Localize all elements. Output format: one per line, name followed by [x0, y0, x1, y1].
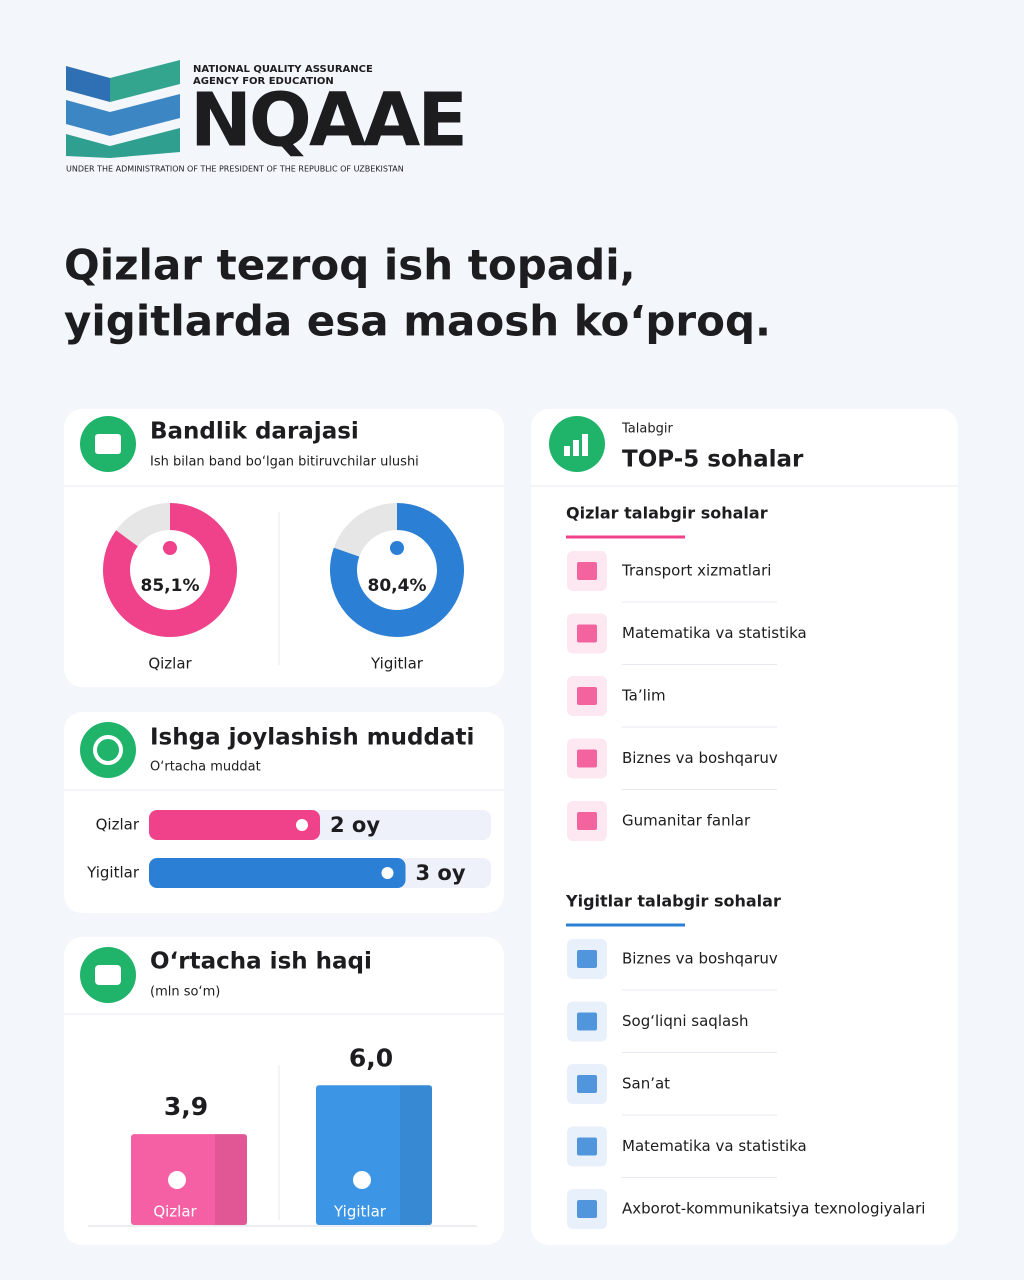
- item-icon: [577, 950, 597, 968]
- value-label: 85,1%: [141, 576, 200, 596]
- group-title: Yigitlar talabgir sohalar: [565, 892, 781, 911]
- bar: [149, 858, 406, 888]
- org-line: AGENCY FOR EDUCATION: [193, 76, 334, 87]
- card-title: Bandlik darajasi: [150, 419, 359, 445]
- value-label: 6,0: [349, 1043, 393, 1072]
- card-subtitle: O‘rtacha muddat: [150, 760, 261, 775]
- bar: [149, 810, 320, 840]
- category-label: Qizlar: [153, 1203, 197, 1221]
- item-icon: [577, 562, 597, 580]
- person-icon: [163, 541, 177, 555]
- category-label: Yigitlar: [86, 864, 140, 882]
- group-title: Qizlar talabgir sohalar: [566, 504, 768, 523]
- sector-item: Gumanitar fanlar: [622, 812, 751, 830]
- donut-arc: [330, 503, 464, 637]
- bar-side: [215, 1134, 247, 1225]
- sector-item: Matematika va statistika: [622, 624, 807, 642]
- card-header: Ishga joylashish muddati O‘rtacha muddat: [64, 722, 504, 791]
- person-icon: [353, 1171, 371, 1189]
- value-label: 80,4%: [368, 576, 427, 596]
- sector-item: Matematika va statistika: [622, 1137, 807, 1155]
- bar: [131, 1134, 247, 1225]
- logo-text: NQAAE: [190, 78, 465, 164]
- sector-item: Axborot-kommunikatsiya texnologiyalari: [622, 1200, 925, 1218]
- value-label: 3,9: [164, 1092, 208, 1121]
- category-label: Yigitlar: [333, 1203, 387, 1221]
- sector-item: Transport xizmatlari: [621, 562, 771, 580]
- card-header: Bandlik darajasi Ish bilan band bo‘lgan …: [64, 416, 504, 665]
- org-sub: UNDER THE ADMINISTRATION OF THE PRESIDEN…: [66, 165, 404, 174]
- card-subtitle: (mln so‘m): [150, 985, 220, 1000]
- person-icon: [381, 867, 394, 879]
- logo: [66, 60, 180, 158]
- person-icon: [296, 819, 308, 831]
- bar-side: [400, 1085, 432, 1225]
- sector-item: San’at: [622, 1075, 670, 1093]
- donut-arc: [103, 503, 237, 637]
- item-icon: [577, 687, 597, 705]
- card-title: O‘rtacha ish haqi: [150, 949, 372, 975]
- headline: Qizlar tezroq ish topadi,: [64, 241, 636, 290]
- card-title: Ishga joylashish muddati: [150, 725, 474, 751]
- category-label: Qizlar: [96, 816, 140, 834]
- category-label: Qizlar: [148, 655, 192, 673]
- item-icon: [577, 1075, 597, 1093]
- sector-item: Sog‘liqni saqlash: [622, 1012, 749, 1030]
- sectors-label: Talabgir: [621, 422, 673, 437]
- org-line: NATIONAL QUALITY ASSURANCE: [193, 64, 373, 75]
- headline: yigitlarda esa maosh ko‘proq.: [64, 297, 771, 346]
- person-icon: [390, 541, 404, 555]
- item-icon: [577, 812, 597, 830]
- sectors-title: TOP-5 sohalar: [622, 447, 804, 473]
- item-icon: [577, 1137, 597, 1156]
- item-icon: [577, 1200, 597, 1218]
- item-icon: [577, 1012, 597, 1031]
- card-header: O‘rtacha ish haqi (mln so‘m): [64, 947, 504, 1227]
- sector-item: Biznes va boshqaruv: [622, 749, 778, 767]
- value-label: 2 oy: [330, 813, 380, 837]
- value-label: 3 oy: [416, 861, 466, 885]
- card-subtitle: Ish bilan band bo‘lgan bitiruvchilar ulu…: [150, 455, 419, 470]
- bar: [316, 1085, 432, 1225]
- card-header: Talabgir TOP-5 sohalar: [531, 416, 958, 487]
- item-icon: [577, 749, 597, 768]
- item-icon: [577, 624, 597, 643]
- category-label: Yigitlar: [370, 655, 424, 673]
- sector-item: Ta’lim: [621, 687, 666, 705]
- card: [531, 409, 958, 1245]
- sector-item: Biznes va boshqaruv: [622, 950, 778, 968]
- person-icon: [168, 1171, 186, 1189]
